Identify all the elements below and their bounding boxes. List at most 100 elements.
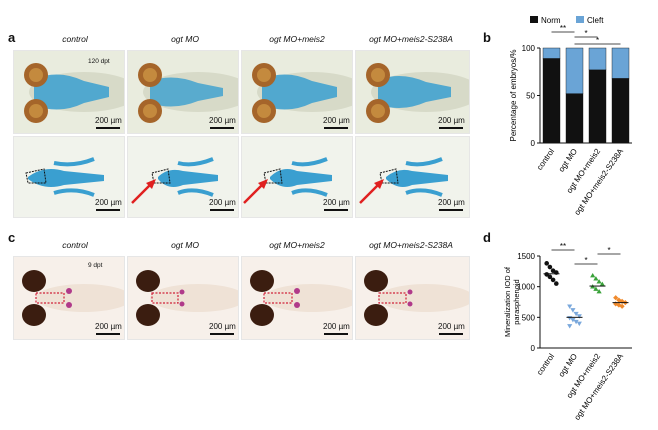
x-tick-label-d-0: control [535, 352, 556, 377]
y-tick-label-b-100: 100 [522, 44, 536, 53]
point-3-0 [613, 295, 619, 301]
y-tick-label-d-500: 500 [522, 313, 536, 322]
image-c-ogt-meis2-s238a [355, 256, 470, 340]
sig-label-d-1: * [584, 256, 587, 265]
point-0-0 [544, 261, 549, 266]
col-title-c-2: ogt MO+meis2 [269, 240, 325, 250]
point-2-3 [599, 281, 605, 287]
scale-label-c-2: 200 µm [323, 322, 350, 331]
point-1-8 [567, 324, 573, 329]
y-tick-label-d-1500: 1500 [517, 252, 535, 261]
point-0-6 [550, 277, 556, 283]
point-1-5 [570, 317, 576, 323]
point-1-2 [573, 311, 579, 317]
legend-swatch-norm [530, 16, 538, 23]
point-3-6 [619, 303, 625, 309]
y-tick-label-d-0: 0 [531, 344, 536, 353]
legend-label-norm: Norm [541, 16, 561, 25]
scale-label-a-top-0: 200 µm [95, 116, 122, 125]
col-title-c-1: ogt MO [171, 240, 199, 250]
scale-bar-a-bottom-1 [210, 209, 234, 211]
bar-norm-0 [542, 58, 561, 144]
bar-norm-1 [565, 93, 584, 144]
col-title-a-3: ogt MO+meis2-S238A [369, 34, 453, 44]
col-title-c-3: ogt MO+meis2-S238A [369, 240, 453, 250]
y-tick-label-d-1000: 1000 [517, 283, 535, 292]
scale-label-c-3: 200 µm [438, 322, 465, 331]
scale-bar-c-0 [96, 333, 120, 335]
x-tick-label-b-0: control [535, 147, 556, 172]
image-a-top-control [13, 50, 125, 134]
sig-label-b-1: * [584, 29, 587, 38]
point-1-0 [567, 304, 573, 309]
scale-bar-c-3 [439, 333, 463, 335]
point-1-1 [570, 308, 576, 313]
scale-label-a-top-2: 200 µm [323, 116, 350, 125]
scale-bar-a-bottom-0 [96, 209, 120, 211]
panel-label-d: d [483, 230, 491, 245]
col-title-a-2: ogt MO+meis2 [269, 34, 325, 44]
scale-label-a-bottom-1: 200 µm [209, 198, 236, 207]
sig-label-b-0: ** [560, 24, 566, 33]
point-0-5 [547, 274, 553, 280]
stacked-bar-chart-b: Norm Cleft 0 50 100 Percentage of embryos/% co… [509, 16, 632, 217]
legend-label-cleft: Cleft [587, 16, 604, 25]
bar-norm-3 [611, 78, 630, 144]
point-2-5 [593, 286, 599, 291]
scale-bar-c-2 [324, 333, 348, 335]
point-0-4 [544, 272, 549, 277]
point-0-7 [554, 281, 559, 286]
scale-label-a-bottom-0: 200 µm [95, 198, 122, 207]
age-label-c: 9 dpt [88, 262, 103, 269]
scale-label-a-bottom-2: 200 µm [323, 198, 350, 207]
scale-label-a-bottom-3: 200 µm [438, 198, 465, 207]
col-title-c-0: control [62, 240, 88, 250]
y-axis-label-d: Mineralization IOD ofparasphenoid [503, 266, 521, 337]
x-tick-label-b-1: ogt MO [557, 147, 579, 174]
scale-label-a-top-3: 200 µm [438, 116, 465, 125]
image-c-control [13, 256, 125, 340]
y-tick-label-b-0: 0 [531, 139, 536, 148]
col-title-a-0: control [62, 34, 88, 44]
scale-label-a-top-1: 200 µm [209, 116, 236, 125]
point-2-0 [590, 273, 596, 278]
scale-bar-a-bottom-2 [324, 209, 348, 211]
bar-cleft-3 [611, 47, 630, 79]
image-a-top-ogt-meis2-s238a [355, 50, 470, 134]
image-a-bottom-ogt-meis2 [241, 136, 353, 218]
scale-bar-a-top-3 [439, 127, 463, 129]
image-c-ogt-meis2 [241, 256, 353, 340]
scale-bar-a-top-0 [96, 127, 120, 129]
image-a-bottom-control [13, 136, 125, 218]
x-tick-label-d-1: ogt MO [557, 352, 579, 379]
bar-cleft-2 [588, 47, 607, 71]
bar-norm-2 [588, 69, 607, 144]
image-a-bottom-ogt-meis2-s238a [355, 136, 470, 218]
bar-cleft-1 [565, 47, 584, 94]
image-a-top-ogt-mo [127, 50, 239, 134]
point-1-6 [573, 319, 579, 325]
scale-bar-a-top-1 [210, 127, 234, 129]
point-1-7 [576, 321, 582, 327]
sig-label-b-2: * [596, 36, 599, 45]
sig-label-d-0: ** [560, 242, 566, 251]
panel-label-b: b [483, 30, 491, 45]
image-a-bottom-ogt-mo [127, 136, 239, 218]
panel-label-a: a [8, 30, 16, 45]
y-axis-label-b: Percentage of embryos/% [509, 49, 518, 141]
y-tick-label-b-50: 50 [526, 92, 535, 101]
age-label-a: 120 dpt [88, 58, 110, 65]
panel-label-c: c [8, 230, 16, 245]
point-1-3 [576, 314, 582, 319]
scale-label-c-1: 200 µm [209, 322, 236, 331]
point-2-1 [593, 276, 599, 281]
scale-bar-c-1 [210, 333, 234, 335]
sig-label-d-2: * [607, 246, 610, 255]
bar-cleft-0 [542, 47, 561, 59]
image-c-ogt-mo [127, 256, 239, 340]
point-2-2 [596, 279, 602, 284]
col-title-a-1: ogt MO [171, 34, 199, 44]
point-0-1 [547, 264, 553, 270]
point-2-6 [596, 288, 602, 294]
scale-label-c-0: 200 µm [95, 322, 122, 331]
